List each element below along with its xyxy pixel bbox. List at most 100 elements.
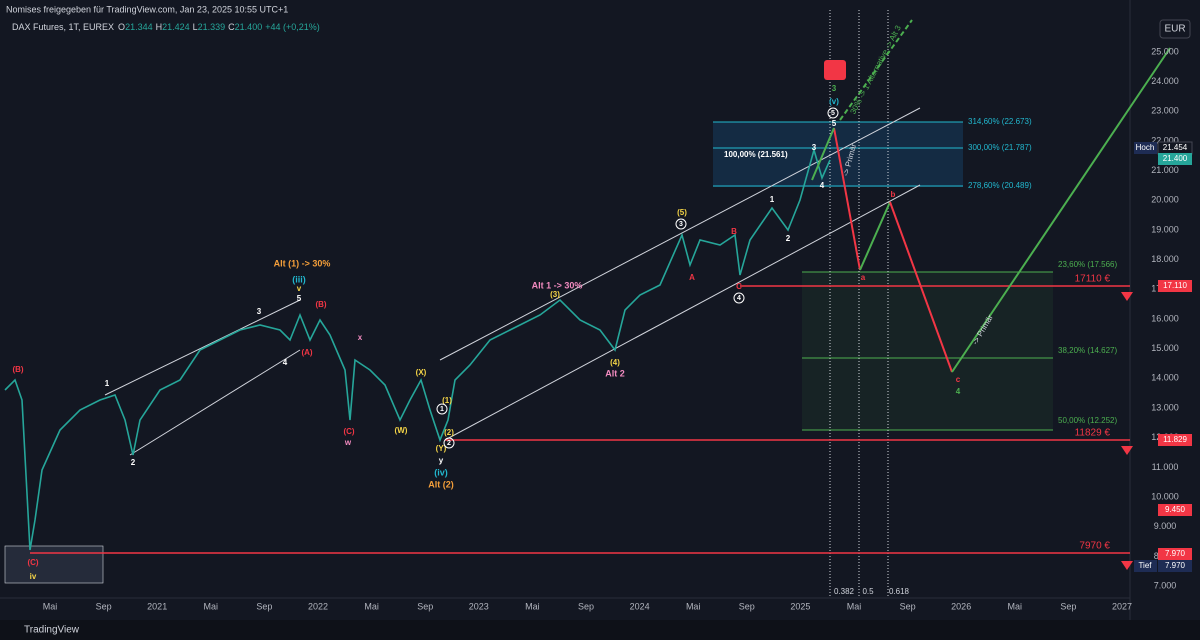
share-header: Nomises freigegeben für TradingView.com,… — [6, 4, 288, 14]
price-tick-label: 16.000 — [1151, 313, 1179, 323]
symbol-legend: DAX Futures, 1T, EUREX O21.344 H21.424 L21.… — [12, 22, 320, 32]
wave-label: (4) — [610, 358, 620, 367]
wave-label: a — [861, 273, 866, 282]
wave-label: (iv) — [434, 467, 448, 477]
value: 21.344 — [125, 22, 153, 32]
level-label: 7970 € — [1079, 541, 1110, 552]
wave-label: (C) — [343, 427, 354, 436]
price-tag-value: 11.829 — [1163, 435, 1187, 444]
rotated-note: 30% -> 1 Alternative -> Alt 3 — [848, 23, 903, 115]
wave-label: 2 — [447, 440, 451, 447]
range-box — [4, 545, 104, 584]
wave-label: C — [736, 282, 742, 291]
wave-label: w — [344, 438, 352, 447]
price-tick-label: 7.000 — [1154, 580, 1177, 590]
wave-label: (1) — [442, 396, 452, 405]
fib-label: 100,00% (21.561) — [724, 150, 788, 159]
wave-label: Alt 2 — [605, 368, 625, 378]
label: H — [156, 22, 163, 32]
time-tick-label: 2024 — [630, 601, 650, 611]
price-tag-value: 17.110 — [1163, 281, 1187, 290]
symbol: DAX Futures, 1T, EUREX — [12, 22, 114, 32]
price-tick-label: 23.000 — [1151, 106, 1179, 116]
price-tag — [1158, 560, 1192, 572]
price-tag-label: Tief — [1138, 561, 1152, 570]
time-tick-label: Mai — [525, 601, 540, 611]
level-label: 11829 € — [1075, 428, 1111, 439]
wave-circle — [675, 218, 687, 230]
label: C — [228, 22, 235, 32]
time-tick-label: 2026 — [951, 601, 971, 611]
wave-label: y — [439, 456, 444, 465]
level-label: 17110 € — [1075, 274, 1111, 285]
wave-label: (A) — [301, 348, 312, 357]
fib-label: 300,00% (21.787) — [968, 143, 1032, 152]
wave-label: 1 — [770, 195, 775, 204]
price-tag-value: 21.400 — [1163, 154, 1188, 163]
time-tick-label: Sep — [417, 601, 433, 611]
wave-label: x — [358, 333, 363, 342]
brand[interactable]: TradingView — [24, 625, 80, 636]
wave-label: A — [689, 273, 695, 282]
price-tag — [1158, 548, 1192, 560]
time-tick-label: 2025 — [790, 601, 810, 611]
time-fib-label: 0.5 — [862, 587, 874, 596]
wave-label: 3 — [832, 84, 837, 93]
wave-label: (v) — [829, 97, 839, 106]
wave-label: 1 — [440, 406, 444, 413]
wave-label: (W) — [395, 426, 408, 435]
price-tag-value: 9.450 — [1165, 505, 1186, 514]
wave-label: 2 — [131, 458, 136, 467]
time-tick-label: Sep — [1060, 601, 1076, 611]
price-tag — [1158, 504, 1192, 516]
wave-label: (3) — [550, 290, 560, 299]
price-tick-label: 18.000 — [1151, 254, 1179, 264]
wave-circle — [733, 292, 745, 304]
wave-label: 4 — [820, 181, 825, 190]
price-tick-label: 15.000 — [1151, 343, 1179, 353]
time-tick-label: Sep — [900, 601, 916, 611]
price-tick-label: 11.000 — [1152, 462, 1179, 472]
wave-label: Alt (2) — [428, 479, 454, 489]
fib-label: 314,60% (22.673) — [968, 117, 1032, 126]
wave-label: (B) — [315, 300, 326, 309]
time-tick-label: Mai — [847, 601, 862, 611]
time-tick-label: Sep — [739, 601, 755, 611]
price-tick-label: 9.000 — [1154, 521, 1177, 531]
wave-label: (X) — [416, 368, 427, 377]
wave-label: (2) — [444, 428, 454, 437]
wave-label: c — [956, 375, 961, 384]
price-axis-bg — [1130, 0, 1200, 620]
price-tag — [1158, 153, 1192, 165]
wave-label: B — [731, 227, 737, 236]
wave-label: 2 — [786, 234, 791, 243]
wave-label: 1 — [105, 379, 110, 388]
price-tick-label: 21.000 — [1151, 165, 1179, 175]
time-tick-label: Mai — [43, 601, 58, 611]
fib-label: 50,00% (12.252) — [1058, 416, 1117, 425]
label: O — [118, 22, 125, 32]
wave-label: Alt (1) -> 30% — [274, 258, 331, 268]
value: +44 (+0,21%) — [265, 22, 320, 32]
currency[interactable]: EUR — [1164, 24, 1185, 35]
price-tag-value: 7.970 — [1165, 561, 1186, 570]
wave-label: 5 — [297, 294, 302, 303]
footer-bar — [0, 620, 1200, 640]
time-tick-label: Sep — [578, 601, 594, 611]
price-tag-label: Hoch — [1136, 143, 1155, 152]
price-tick-label: 10.000 — [1151, 491, 1179, 501]
wave-label: 5 — [832, 119, 837, 128]
price-tick-label: 25.000 — [1151, 46, 1179, 56]
fib-box — [802, 272, 1053, 430]
wave-label: 3 — [679, 221, 683, 228]
wave-label: 5 — [831, 110, 835, 117]
wave-label: 3 — [812, 143, 817, 152]
wave-label: (B) — [12, 365, 23, 374]
wave-label: b — [891, 190, 896, 199]
fib-label: 38,20% (14.627) — [1058, 346, 1117, 355]
value: 21.400 — [235, 22, 263, 32]
value: 21.424 — [162, 22, 190, 32]
time-tick-label: Mai — [204, 601, 219, 611]
time-fib-label: 0.618 — [889, 587, 910, 596]
